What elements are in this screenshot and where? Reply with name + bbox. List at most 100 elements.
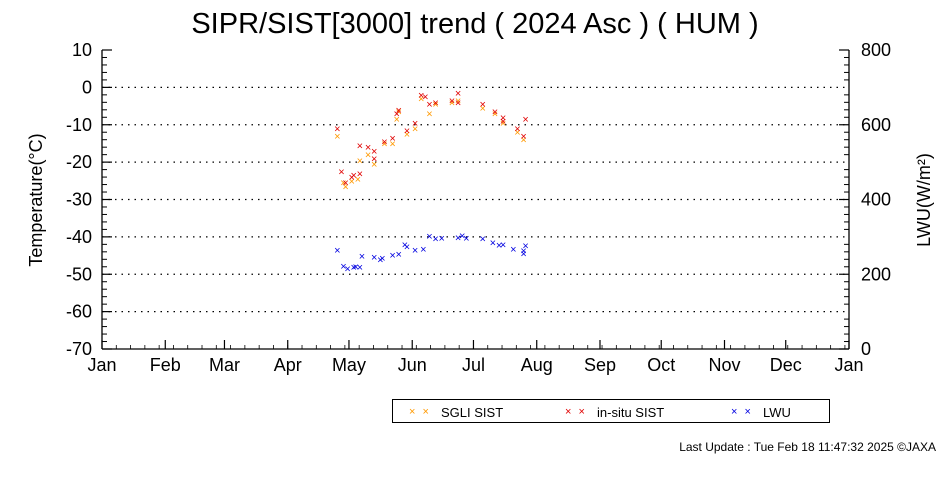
point-lwu: × xyxy=(455,233,461,245)
point-sgli-sist: × xyxy=(357,155,363,167)
legend-marker-lwu: × × xyxy=(731,406,753,418)
point-in-situ-sist: × xyxy=(365,142,371,154)
point-in-situ-sist: × xyxy=(492,107,498,119)
point-in-situ-sist: × xyxy=(351,170,357,182)
point-in-situ-sist: × xyxy=(500,112,506,124)
point-sgli-sist: × xyxy=(500,118,506,130)
legend-item-insitu: × × in-situ SIST xyxy=(565,404,664,420)
x-tick-label: Feb xyxy=(150,355,181,375)
point-in-situ-sist: × xyxy=(371,153,377,165)
point-sgli-sist: × xyxy=(348,176,354,188)
point-sgli-sist: × xyxy=(355,174,361,186)
point-lwu: × xyxy=(520,249,526,261)
point-sgli-sist: × xyxy=(455,95,461,107)
point-lwu: × xyxy=(402,240,408,252)
point-lwu: × xyxy=(377,254,383,266)
legend-item-sgli: × × SGLI SIST xyxy=(409,404,503,420)
y2-tick-label: 600 xyxy=(861,115,891,135)
point-lwu: × xyxy=(359,251,365,263)
point-sgli-sist: × xyxy=(340,178,346,190)
point-lwu: × xyxy=(420,244,426,256)
chart-legend: × × SGLI SIST × × in-situ SIST × × LWU xyxy=(392,399,830,423)
point-in-situ-sist: × xyxy=(479,99,485,111)
point-sgli-sist: × xyxy=(492,109,498,121)
point-sgli-sist: × xyxy=(365,150,371,162)
point-in-situ-sist: × xyxy=(514,123,520,135)
point-in-situ-sist: × xyxy=(396,105,402,117)
point-in-situ-sist: × xyxy=(455,97,461,109)
point-lwu: × xyxy=(500,239,506,251)
tick-labels: 100-10-20-30-40-50-60-708006004002000Jan… xyxy=(66,40,891,375)
point-in-situ-sist: × xyxy=(422,92,428,104)
y-tick-label: -70 xyxy=(66,339,92,359)
point-sgli-sist: × xyxy=(520,135,526,147)
y2-axis-label: LWU(W/m²) xyxy=(914,153,934,247)
point-lwu: × xyxy=(334,245,340,257)
x-tick-label: Oct xyxy=(647,355,675,375)
point-lwu: × xyxy=(412,245,418,257)
y2-tick-label: 200 xyxy=(861,264,891,284)
grid-lines xyxy=(102,86,849,313)
y-tick-label: -10 xyxy=(66,115,92,135)
point-lwu: × xyxy=(396,249,402,261)
y-tick-label: -40 xyxy=(66,227,92,247)
point-in-situ-sist: × xyxy=(412,118,418,130)
point-sgli-sist: × xyxy=(342,181,348,193)
legend-marker-insitu: × × xyxy=(565,406,587,418)
x-tick-label: Mar xyxy=(209,355,240,375)
point-in-situ-sist: × xyxy=(389,133,395,145)
point-in-situ-sist: × xyxy=(381,137,387,149)
x-tick-label: Jan xyxy=(834,355,863,375)
point-in-situ-sist: × xyxy=(371,146,377,158)
point-in-situ-sist: × xyxy=(338,166,344,178)
chart-title: SIPR/SIST[3000] trend ( 2024 Asc ) ( HUM… xyxy=(191,8,759,40)
point-lwu: × xyxy=(522,240,528,252)
y-tick-label: 0 xyxy=(82,77,92,97)
legend-marker-sgli: × × xyxy=(409,406,431,418)
x-tick-label: Nov xyxy=(708,355,740,375)
point-lwu: × xyxy=(351,262,357,274)
point-sgli-sist: × xyxy=(389,138,395,150)
y2-tick-label: 400 xyxy=(861,190,891,210)
point-lwu: × xyxy=(353,261,359,273)
point-sgli-sist: × xyxy=(334,131,340,143)
y2-tick-label: 800 xyxy=(861,40,891,60)
point-sgli-sist: × xyxy=(449,97,455,109)
x-tick-label: Jun xyxy=(398,355,427,375)
point-lwu: × xyxy=(371,252,377,264)
point-sgli-sist: × xyxy=(432,99,438,111)
point-lwu: × xyxy=(344,264,350,276)
legend-label-sgli: SGLI SIST xyxy=(441,404,504,420)
data-points: ××× × ×× ××× ×××× ×××× × ×× ××××××× ×× ×× × ××× ×××××… xyxy=(334,88,529,276)
point-lwu: × xyxy=(490,237,496,249)
point-sgli-sist: × xyxy=(396,107,402,119)
point-sgli-sist: × xyxy=(381,138,387,150)
point-in-situ-sist: × xyxy=(393,109,399,121)
point-in-situ-sist: × xyxy=(357,140,363,152)
x-tick-label: Jul xyxy=(462,355,485,375)
point-lwu: × xyxy=(510,244,516,256)
y2-tick-label: 0 xyxy=(861,339,871,359)
point-sgli-sist: × xyxy=(404,129,410,141)
legend-item-lwu: × × LWU xyxy=(731,404,791,420)
y-tick-label: -20 xyxy=(66,152,92,172)
point-in-situ-sist: × xyxy=(449,95,455,107)
point-in-situ-sist: × xyxy=(334,123,340,135)
point-lwu: × xyxy=(340,261,346,273)
y-tick-label: 10 xyxy=(72,40,92,60)
point-lwu: × xyxy=(432,234,438,246)
point-in-situ-sist: × xyxy=(500,116,506,128)
point-lwu: × xyxy=(479,234,485,246)
point-in-situ-sist: × xyxy=(455,88,461,100)
point-in-situ-sist: × xyxy=(357,168,363,180)
last-update-text: Last Update : Tue Feb 18 11:47:32 2025 ©… xyxy=(679,440,936,454)
x-tick-label: Dec xyxy=(770,355,802,375)
x-tick-label: Sep xyxy=(584,355,616,375)
point-sgli-sist: × xyxy=(418,94,424,106)
point-lwu: × xyxy=(404,242,410,254)
tick-marks xyxy=(101,49,850,350)
point-lwu: × xyxy=(496,240,502,252)
point-in-situ-sist: × xyxy=(342,178,348,190)
y-axis-label: Temperature(°C) xyxy=(26,133,46,266)
